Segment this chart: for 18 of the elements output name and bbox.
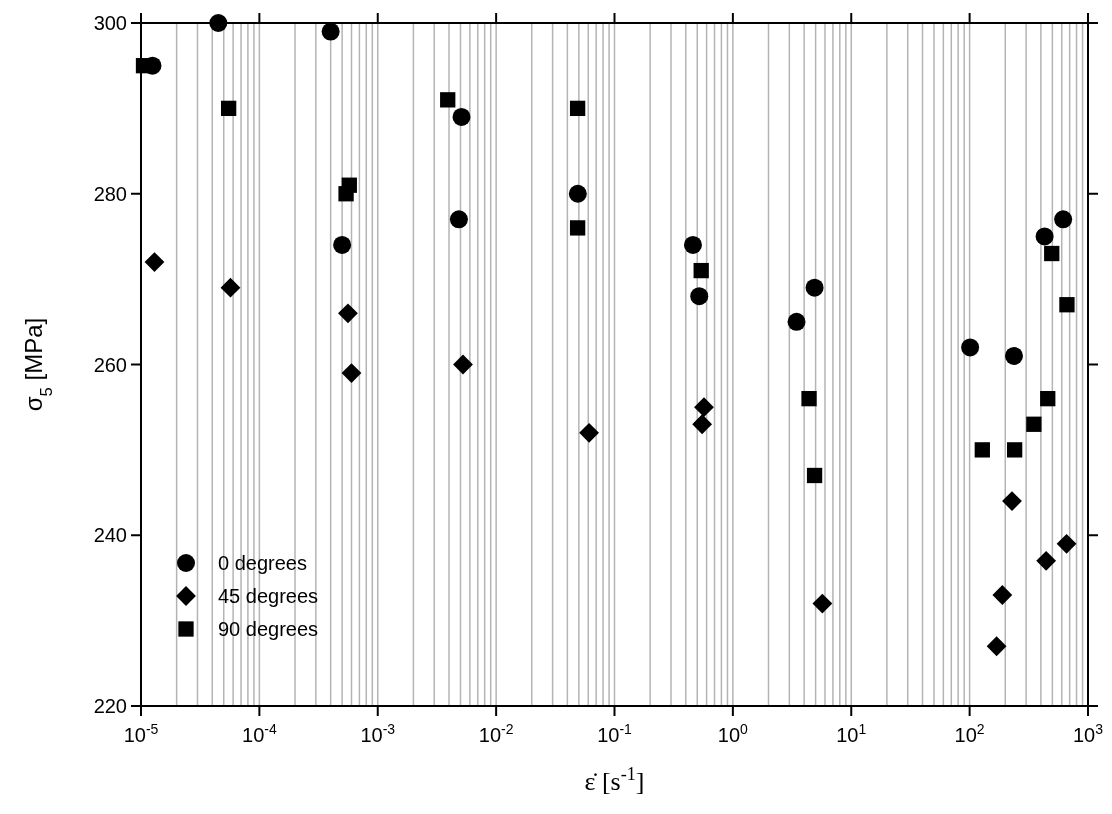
y-tick-label: 260 [93,353,127,376]
x-tick-label: 10$^{2}$ [954,721,985,746]
x-axis-title: ε̇ [s$^{-1}$] [584,764,645,796]
x-tick-label: 10$^{-2}$ [478,721,514,746]
x-tick-label: 10$^{1}$ [836,721,867,746]
x-tick-label: 10$^{3}$ [1072,721,1104,746]
y-tick-label: 300 [93,12,127,34]
y-tick-label: 280 [93,182,127,205]
x-tick-label: 10$^{-1}$ [597,721,633,746]
legend-label: 45 degrees [218,585,319,607]
x-tick-label: 10$^{-5}$ [123,721,159,746]
legend-label: 90 degrees [218,618,319,640]
y-tick-label: 240 [93,524,127,547]
legend-label: 0 degrees [218,552,307,574]
y-tick-label: 220 [93,695,127,717]
x-tick-label: 10$^{0}$ [717,721,749,746]
x-tick-label: 10$^{-3}$ [360,721,396,746]
x-tick-label: 10$^{-4}$ [242,721,277,746]
